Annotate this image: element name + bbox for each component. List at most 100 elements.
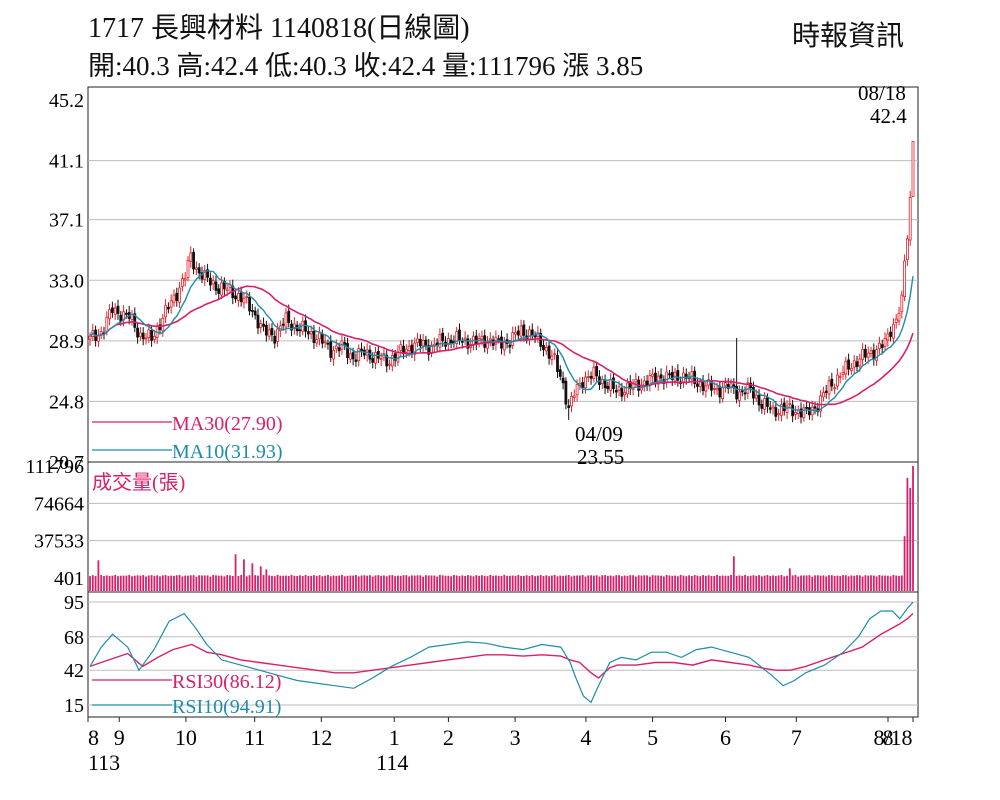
volume-bar: [525, 575, 528, 591]
price-tick-label: 28.9: [49, 331, 84, 353]
candle-body: [147, 329, 151, 339]
volume-bar: [797, 576, 800, 591]
candle-body: [110, 307, 114, 313]
volume-bar: [576, 575, 578, 591]
volume-bars: [89, 466, 914, 591]
price-legend: MA30(27.90) MA10(31.93): [92, 413, 283, 463]
candle-body: [656, 375, 660, 385]
volume-bar: [369, 575, 371, 591]
candle-body: [878, 342, 881, 349]
price-tick-label: 37.1: [49, 210, 84, 232]
volume-bar: [321, 576, 324, 591]
volume-bar: [786, 575, 788, 591]
volume-bar: [562, 575, 564, 591]
volume-bar: [425, 575, 427, 591]
candle-body: [180, 278, 184, 287]
volume-bar: [884, 575, 886, 591]
candle-body: [519, 325, 523, 337]
candle-body: [161, 318, 165, 332]
volume-bar: [542, 576, 545, 591]
volume-bar: [842, 575, 844, 591]
volume-bar: [265, 569, 268, 591]
candle-body: [172, 294, 176, 303]
volume-bar: [276, 574, 279, 591]
candle-body: [346, 342, 349, 359]
volume-bar: [825, 576, 828, 591]
volume-bar: [660, 575, 662, 591]
candle-body: [203, 269, 207, 280]
volume-bar: [791, 575, 794, 591]
volume-bar: [858, 575, 861, 591]
volume-bar: [839, 576, 842, 591]
candle-body: [446, 337, 450, 345]
volume-bar: [864, 575, 867, 591]
volume-bar: [788, 568, 791, 591]
candle-body: [841, 371, 845, 375]
volume-bar: [564, 575, 567, 591]
rsi-tick-label: 68: [64, 627, 84, 649]
candle-body: [326, 342, 330, 345]
candle-body: [659, 374, 663, 379]
candle-body: [634, 379, 638, 383]
volume-bar: [707, 575, 710, 591]
volume-bar: [777, 575, 780, 591]
price-panel: 45.2 41.1 37.1 33.0 28.9 24.8 20.7 MA30(27.90)…: [49, 81, 919, 474]
candle-body: [606, 385, 610, 390]
volume-bar: [125, 575, 128, 591]
volume-bar: [539, 575, 542, 591]
volume-bar: [458, 576, 461, 591]
volume-bar: [646, 575, 648, 591]
candle-body: [259, 323, 263, 328]
volume-bar: [696, 575, 699, 591]
candle-body: [763, 398, 767, 410]
candle-body: [850, 367, 853, 371]
volume-bar: [131, 576, 133, 591]
candle-body: [715, 387, 719, 391]
volume-bar: [903, 536, 906, 591]
volume-bar: [878, 575, 881, 591]
ma10-legend-label: MA10(31.93): [172, 441, 283, 463]
volume-bar: [511, 575, 514, 591]
volume-bar: [122, 575, 125, 591]
volume-bar: [794, 575, 797, 591]
candle-body: [130, 314, 134, 321]
candle-body: [508, 344, 512, 348]
x-tick-label: 4: [580, 725, 591, 750]
volume-bar: [287, 575, 290, 591]
volume-bar: [156, 575, 159, 591]
candle-body: [427, 345, 431, 355]
volume-bar: [769, 576, 772, 591]
volume-bar: [318, 575, 321, 591]
candle-body: [306, 331, 310, 335]
x-tick-label: 12: [310, 725, 332, 750]
candle-body: [833, 387, 837, 390]
candle-body: [623, 391, 627, 396]
volume-bar: [285, 575, 287, 591]
candle-body: [220, 282, 223, 296]
candle-body: [144, 337, 148, 340]
volume-bar: [578, 575, 581, 591]
volume-bar: [117, 576, 119, 591]
candle-body: [329, 341, 333, 358]
candle-body: [852, 360, 856, 368]
candle-body: [743, 392, 747, 395]
rsi-panel: 95 68 42 15 RSI30(86.12) RSI10(94.91): [64, 591, 919, 718]
candle-body: [166, 306, 170, 310]
candle-body: [315, 339, 319, 344]
candle-body: [676, 370, 680, 381]
candle-body: [290, 323, 293, 331]
x-tick-label: 9: [114, 725, 125, 750]
volume-bar: [133, 575, 136, 591]
candle-body: [357, 348, 361, 362]
rsi-legend: RSI30(86.12) RSI10(94.91): [92, 671, 281, 718]
volume-bar: [450, 576, 453, 591]
volume-bar: [343, 576, 346, 591]
volume-bar: [629, 575, 632, 591]
volume-bar: [201, 575, 203, 591]
volume-bar: [296, 576, 299, 591]
x-tick-label: 3: [510, 725, 521, 750]
volume-bar: [301, 575, 304, 591]
volume-bar: [814, 575, 816, 591]
volume-bar: [413, 575, 416, 591]
volume-bar: [640, 575, 643, 591]
